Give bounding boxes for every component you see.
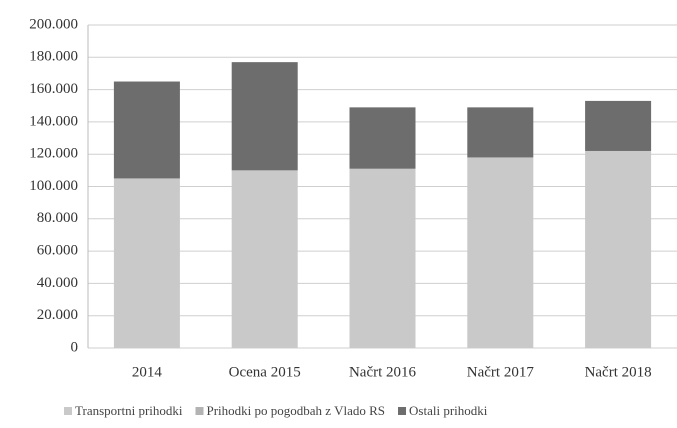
y-tick-label: 0 xyxy=(71,339,79,355)
x-tick-label: 2014 xyxy=(132,364,163,380)
bar-segment xyxy=(231,170,298,348)
legend-label: Prihodki po pogodbah z Vlado RS xyxy=(207,403,386,418)
y-tick-label: 140.000 xyxy=(29,113,78,129)
bar-segment xyxy=(585,150,652,348)
bar-segment xyxy=(349,107,416,169)
y-tick-label: 180.000 xyxy=(29,49,78,65)
y-tick-label: 80.000 xyxy=(37,210,78,226)
legend-label: Transportni prihodki xyxy=(75,403,183,418)
y-tick-label: 120.000 xyxy=(29,146,78,162)
bar-segment xyxy=(467,157,534,348)
legend-swatch xyxy=(64,407,72,415)
bar-segment xyxy=(349,168,416,348)
bar-segment xyxy=(467,107,534,158)
bar-segment xyxy=(113,178,180,348)
bar-segment xyxy=(231,62,298,171)
bar-segment xyxy=(585,100,652,151)
x-tick-label: Ocena 2015 xyxy=(229,364,301,380)
x-tick-label: Načrt 2016 xyxy=(349,364,417,380)
bar-segment xyxy=(113,81,180,179)
y-tick-label: 100.000 xyxy=(29,178,78,194)
y-tick-label: 160.000 xyxy=(29,81,78,97)
x-tick-label: Načrt 2017 xyxy=(467,364,535,380)
y-tick-label: 40.000 xyxy=(37,275,78,291)
legend-label: Ostali prihodki xyxy=(409,403,488,418)
legend-swatch xyxy=(398,407,407,415)
x-tick-label: Načrt 2018 xyxy=(585,364,652,380)
y-tick-label: 60.000 xyxy=(37,243,78,259)
y-tick-label: 200.000 xyxy=(29,16,78,32)
legend-swatch xyxy=(195,407,204,415)
y-tick-label: 20.000 xyxy=(37,307,78,323)
